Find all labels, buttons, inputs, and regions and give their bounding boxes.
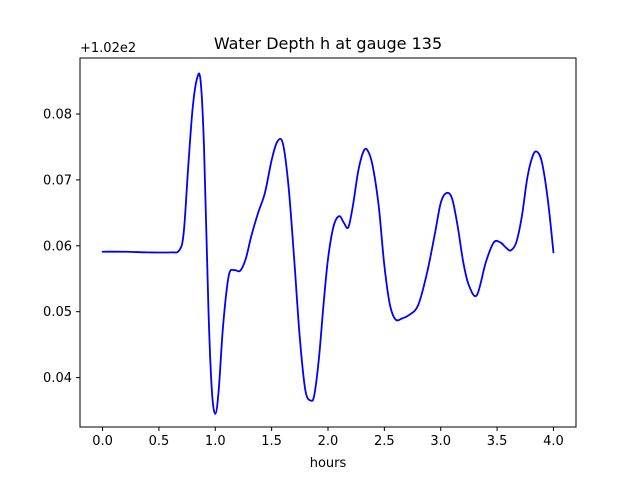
x-axis: 0.0 0.5 1.0 1.5 2.0 2.5 3.0 3.5 4.0 xyxy=(92,427,564,449)
series-layer xyxy=(101,72,555,415)
y-tick-label: 0.06 xyxy=(43,239,72,254)
y-axis: 0.04 0.05 0.06 0.07 0.08 xyxy=(43,108,80,386)
x-tick-label: 1.0 xyxy=(205,434,226,449)
chart-title: Water Depth h at gauge 135 xyxy=(214,34,442,53)
y-tick-label: 0.08 xyxy=(43,108,72,123)
x-axis-label: hours xyxy=(310,456,347,471)
y-tick-label: 0.07 xyxy=(43,173,72,188)
x-tick-label: 2.5 xyxy=(374,434,395,449)
x-tick-label: 0.0 xyxy=(92,434,113,449)
x-tick-label: 0.5 xyxy=(149,434,170,449)
x-tick-label: 3.5 xyxy=(487,434,508,449)
series-line-0 xyxy=(101,72,555,415)
x-tick-label: 3.0 xyxy=(430,434,451,449)
x-tick-label: 1.5 xyxy=(261,434,282,449)
y-axis-offset-label: +1.02e2 xyxy=(80,41,136,56)
x-tick-label: 4.0 xyxy=(543,434,564,449)
y-tick-label: 0.04 xyxy=(43,371,72,386)
y-tick-label: 0.05 xyxy=(43,305,72,320)
x-tick-label: 2.0 xyxy=(318,434,339,449)
